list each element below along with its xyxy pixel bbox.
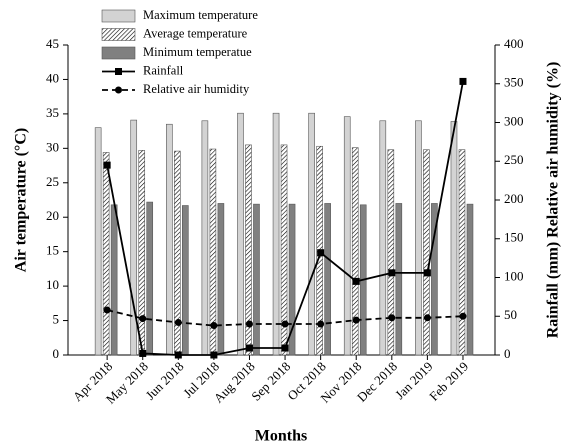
y2-tick-label: 150 [504, 230, 524, 245]
marker [103, 306, 111, 314]
bar [415, 120, 422, 356]
marker [210, 322, 218, 330]
x-tick-label: Sep 2018 [248, 359, 293, 404]
bar [94, 127, 102, 356]
marker [388, 314, 396, 322]
bar [237, 112, 244, 356]
marker [423, 314, 431, 322]
marker [281, 320, 289, 328]
y2-axis-title: Rainfall (mm) Relative air humidity (%) [545, 62, 562, 339]
bar [272, 112, 280, 356]
bar [423, 149, 430, 356]
legend-swatch [101, 28, 136, 41]
legend-label: Minimum temperatue [143, 45, 252, 59]
bar [343, 116, 351, 356]
bar [217, 203, 225, 356]
bar [324, 203, 331, 356]
marker [459, 312, 467, 320]
y2-tick-label: 100 [504, 268, 524, 283]
marker [317, 249, 325, 257]
marker [210, 351, 218, 359]
legend-marker [115, 86, 122, 94]
y-tick-label: 10 [46, 277, 59, 292]
bar [387, 149, 395, 356]
y-tick-label: 15 [46, 243, 59, 258]
marker [245, 320, 253, 328]
bar [351, 147, 359, 356]
bar [253, 203, 260, 356]
y-tick-label: 30 [46, 139, 59, 154]
bar [308, 112, 315, 356]
bar [379, 120, 387, 356]
y-tick-label: 25 [46, 174, 59, 189]
marker [317, 320, 325, 328]
y2-tick-label: 0 [504, 346, 511, 361]
marker [388, 269, 396, 277]
legend-label: Average temperature [143, 26, 248, 40]
x-tick-label: Jun 2018 [142, 359, 186, 403]
legend-label: Relative air humidity [143, 82, 250, 96]
bar [130, 119, 138, 356]
marker [423, 269, 431, 277]
line [106, 309, 464, 327]
y-tick-label: 5 [53, 312, 60, 327]
x-axis-title: Months [255, 428, 307, 445]
marker [139, 315, 147, 323]
y2-tick-label: 350 [504, 75, 524, 90]
y2-tick-label: 200 [504, 191, 524, 206]
y2-tick-label: 250 [504, 152, 524, 167]
y-tick-label: 45 [46, 36, 59, 51]
marker [174, 318, 182, 326]
y2-tick-label: 300 [504, 113, 524, 128]
bar [102, 152, 110, 356]
legend-label: Maximum temperature [143, 8, 258, 22]
y-tick-label: 20 [46, 208, 59, 223]
y2-tick-label: 400 [504, 36, 524, 51]
marker [352, 316, 360, 324]
marker [103, 161, 111, 169]
marker [174, 351, 182, 359]
marker [139, 349, 147, 357]
y-tick-label: 40 [46, 70, 59, 85]
bar [395, 203, 403, 356]
bar [245, 144, 252, 356]
bar [288, 203, 296, 356]
bar [182, 205, 189, 356]
bar [431, 203, 438, 356]
bar [146, 201, 154, 356]
marker [352, 277, 360, 285]
x-tick-label: Feb 2019 [426, 359, 471, 404]
bar [138, 150, 146, 356]
y-axis-title: Air temperature (°C) [13, 128, 30, 272]
bar [466, 203, 474, 356]
bar [458, 149, 466, 356]
legend-label: Rainfall [143, 63, 184, 77]
bar [450, 121, 458, 356]
marker [459, 77, 467, 85]
marker [281, 344, 289, 352]
marker [245, 344, 253, 352]
y2-tick-label: 50 [504, 307, 517, 322]
legend-swatch [101, 46, 136, 60]
bar [110, 204, 118, 356]
bar [280, 144, 288, 356]
legend-swatch [101, 9, 136, 23]
bar [201, 120, 209, 356]
y-tick-label: 35 [46, 105, 59, 120]
y-tick-label: 0 [53, 346, 60, 361]
legend-marker [115, 68, 122, 75]
x-tick-label: Dec 2018 [354, 359, 400, 405]
